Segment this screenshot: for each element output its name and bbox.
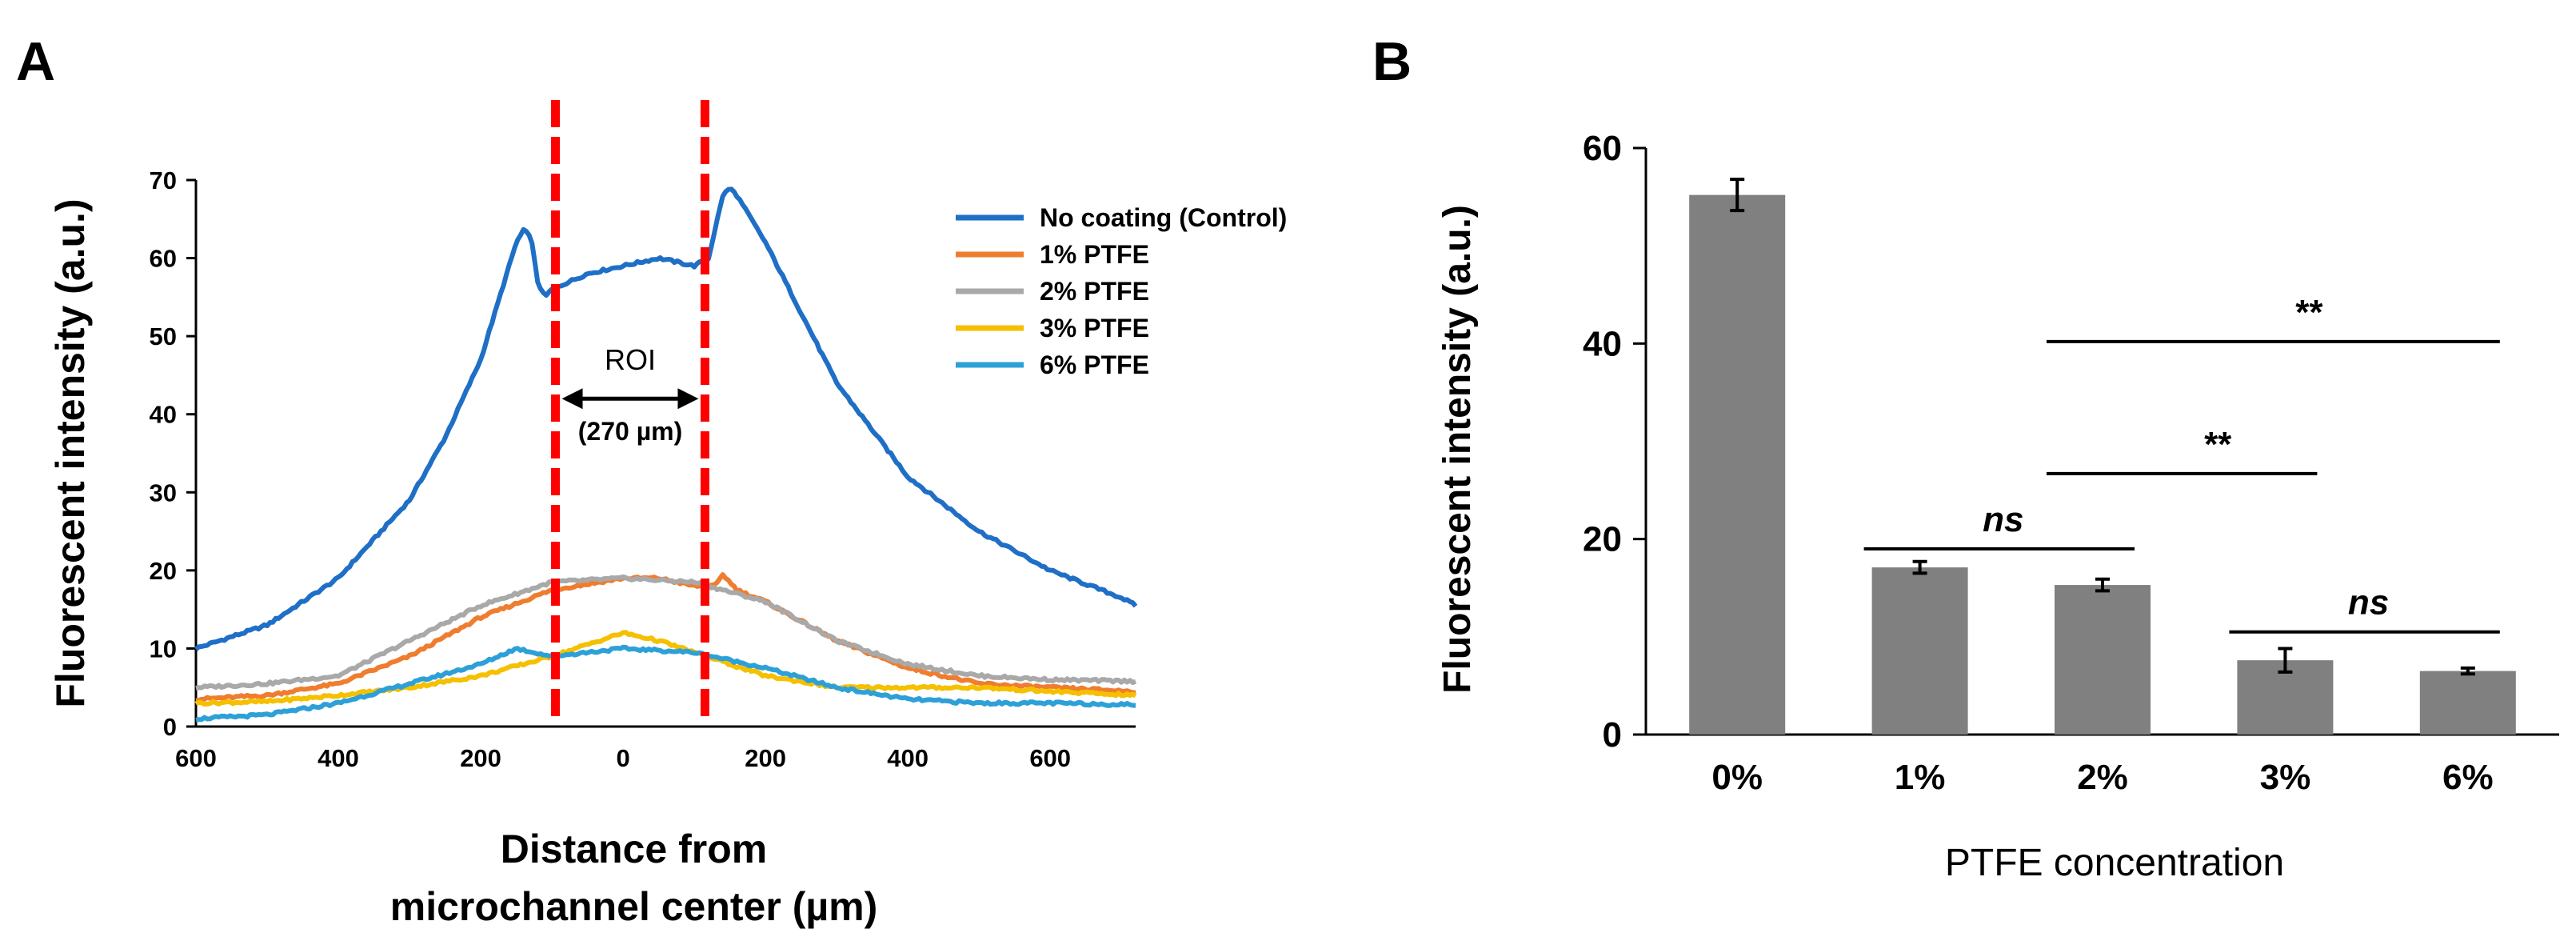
- y-tick-label-a: 0: [163, 713, 177, 741]
- roi-arrow-left-head: [561, 388, 583, 410]
- x-tick-label-b: 3%: [2260, 758, 2311, 797]
- x-tick-label-a: 400: [318, 744, 359, 772]
- roi-width-label: (270 µm): [578, 417, 682, 446]
- series-line-3: [195, 574, 1137, 691]
- x-axis-title-b: PTFE concentration: [1945, 842, 2284, 884]
- bar-0%: [1689, 194, 1786, 735]
- roi-markers: ROI (270 µm): [551, 100, 709, 720]
- y-tick-label-b: 20: [1583, 520, 1622, 559]
- roi-label: ROI: [605, 343, 656, 376]
- x-axis-ticks-a: 600 400 200 0 200 400 600: [175, 744, 1071, 772]
- x-tick-label-a: 200: [745, 744, 786, 772]
- line-chart-panel-a: 0 10 20 30 40 50 60 70 600 400 200 0 200 400 600 ROI …: [48, 100, 1287, 929]
- bar-group: [1689, 178, 2516, 735]
- series-line-2: [195, 572, 1136, 703]
- x-axis-title-a-line1: Distance from: [501, 827, 767, 871]
- series-line-1: [194, 186, 1138, 651]
- significance-label-2: **: [2204, 425, 2232, 464]
- y-tick-label-a: 10: [150, 635, 177, 663]
- roi-arrow-right-head: [677, 388, 699, 410]
- legend-label-5: 6% PTFE: [1040, 350, 1149, 379]
- y-tick-label-a: 70: [150, 166, 177, 194]
- x-tick-labels-b: 0% 1% 2% 3% 6%: [1711, 758, 2493, 797]
- y-axis-ticks-b: 0 20 40 60: [1583, 129, 1646, 755]
- bar-1%: [1871, 567, 1968, 735]
- legend-label-1: No coating (Control): [1040, 203, 1287, 232]
- x-axis-title-a-line2: microchannel center (µm): [390, 884, 878, 929]
- x-tick-label-b: 0%: [1711, 758, 1763, 797]
- significance-label-4: ns: [2348, 583, 2389, 623]
- x-tick-label-a: 600: [1029, 744, 1071, 772]
- panel-label-a: A: [16, 31, 55, 92]
- significance-label-3: **: [2295, 293, 2323, 332]
- y-axis-title-a: Fluorescent intensity (a.u.): [48, 198, 93, 707]
- legend-label-3: 2% PTFE: [1040, 277, 1149, 306]
- significance-label-1: ns: [1983, 500, 2023, 539]
- legend-label-4: 3% PTFE: [1040, 314, 1149, 342]
- y-tick-label-b: 60: [1583, 129, 1622, 168]
- x-tick-label-b: 6%: [2442, 758, 2494, 797]
- x-tick-label-a: 200: [460, 744, 501, 772]
- y-tick-label-a: 60: [150, 245, 177, 273]
- y-tick-label-a: 50: [150, 322, 177, 350]
- y-tick-label-a: 20: [150, 557, 177, 585]
- y-tick-label-b: 40: [1583, 324, 1622, 363]
- y-tick-label-a: 30: [150, 479, 177, 507]
- panel-label-b: B: [1372, 31, 1412, 92]
- y-axis-ticks-a: 0 10 20 30 40 50 60 70: [150, 166, 196, 741]
- bar-2%: [2055, 585, 2151, 735]
- x-tick-label-b: 2%: [2077, 758, 2128, 797]
- y-tick-label-a: 40: [150, 401, 177, 429]
- significance-brackets: ns ** ** ns: [1863, 293, 2500, 634]
- bar-6%: [2419, 671, 2516, 735]
- bar-chart-panel-b: 0 20 40 60 ns ** ** ns 0% 1% 2% 3% 6% Fluorescent …: [1436, 129, 2559, 884]
- legend-a: No coating (Control) 1% PTFE 2% PTFE 3% PTF…: [956, 203, 1287, 379]
- series-line-4: [194, 630, 1137, 707]
- x-tick-label-a: 600: [175, 744, 217, 772]
- y-tick-label-b: 0: [1603, 715, 1622, 755]
- x-tick-label-b: 1%: [1895, 758, 1946, 797]
- line-series-group: [194, 186, 1138, 723]
- x-tick-label-a: 400: [887, 744, 929, 772]
- legend-label-2: 1% PTFE: [1040, 240, 1149, 269]
- x-tick-label-a: 0: [616, 744, 629, 772]
- series-line-5: [195, 644, 1136, 723]
- y-axis-title-b: Fluorescent intensity (a.u.): [1436, 205, 1479, 694]
